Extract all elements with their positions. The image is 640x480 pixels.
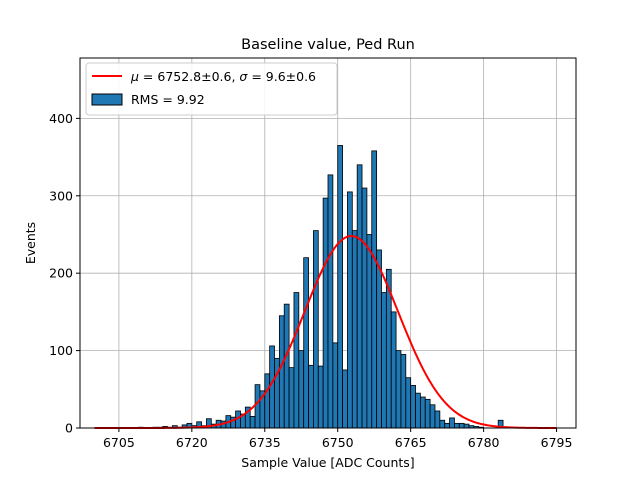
x-tick-label: 6765: [395, 435, 427, 450]
histogram-bar: [424, 398, 431, 429]
histogram-bar: [444, 422, 450, 429]
x-axis-ticks: 6705 6720 6735 6750 6765 6780 6795: [103, 428, 572, 450]
y-tick-label: 400: [49, 111, 73, 126]
histogram-bar: [337, 145, 343, 429]
histogram-bar: [434, 410, 441, 429]
histogram-bar: [381, 292, 387, 429]
histogram-bar: [395, 350, 402, 429]
x-tick-label: 6795: [541, 435, 573, 450]
histogram-bar: [361, 187, 368, 429]
legend-histogram-swatch: [91, 93, 123, 106]
histogram-bar: [410, 385, 416, 429]
y-tick-label: 200: [49, 266, 73, 281]
histogram-bar: [429, 404, 436, 429]
histogram-bar: [288, 367, 295, 429]
legend-sigma-value: = 9.6±0.6: [247, 69, 316, 84]
histogram-bar: [347, 191, 353, 429]
histogram-bar: [327, 174, 334, 429]
histogram-bar: [449, 417, 455, 429]
histogram-bar: [454, 422, 460, 429]
histogram-bar: [351, 230, 358, 429]
histogram-bar: [332, 342, 339, 429]
histogram-bar: [415, 392, 421, 429]
histogram-bar: [376, 249, 382, 429]
histogram-bar: [303, 257, 309, 429]
histogram-bar: [308, 364, 314, 429]
x-tick-label: 6750: [322, 435, 354, 450]
plot-frame: [79, 57, 577, 429]
legend-box: [85, 62, 338, 116]
histogram-bar: [317, 365, 324, 429]
x-tick-label: 6705: [103, 435, 135, 450]
histogram-bar: [322, 197, 329, 429]
x-tick-label: 6720: [176, 435, 208, 450]
histogram-bars: [137, 145, 504, 429]
histogram-bar: [342, 369, 348, 429]
y-tick-label: 300: [49, 188, 73, 203]
histogram-bar: [278, 315, 285, 429]
chart-title: Baseline value, Ped Run: [241, 37, 415, 53]
histogram-bar: [390, 311, 397, 429]
histogram-bar: [371, 150, 378, 429]
histogram-bar: [405, 377, 412, 429]
histogram-bar: [249, 415, 256, 429]
histogram-bar: [463, 423, 470, 429]
histogram-bar: [419, 396, 426, 429]
y-tick-label: 0: [65, 421, 73, 436]
legend: μ = 6752.8±0.6, σ = 9.6±0.6 RMS = 9.92: [85, 62, 338, 116]
histogram-bar: [458, 422, 465, 429]
legend-sigma-symbol: σ: [239, 69, 248, 84]
legend-fit-label: μ = 6752.8±0.6, σ = 9.6±0.6: [130, 69, 316, 84]
histogram-bar: [356, 164, 363, 429]
histogram-bar: [439, 419, 446, 429]
histogram-bar: [283, 303, 290, 429]
legend-histogram-label: RMS = 9.92: [131, 92, 205, 107]
y-tick-label: 100: [49, 343, 73, 358]
y-axis-label: Events: [23, 222, 38, 264]
y-axis-ticks: 0 100 200 300 400: [49, 111, 80, 436]
x-tick-label: 6735: [249, 435, 281, 450]
legend-mu-symbol: μ: [130, 69, 139, 84]
histogram-bar: [313, 230, 319, 429]
x-axis-label: Sample Value [ADC Counts]: [241, 455, 414, 470]
histogram-bar: [293, 292, 300, 429]
x-tick-label: 6780: [468, 435, 500, 450]
histogram-bar: [254, 384, 261, 429]
histogram-bar: [264, 373, 271, 429]
histogram-bar: [366, 234, 373, 429]
legend-mu-value: = 6752.8±0.6,: [139, 69, 239, 84]
histogram-bar: [298, 350, 305, 429]
histogram-bar: [400, 354, 407, 429]
